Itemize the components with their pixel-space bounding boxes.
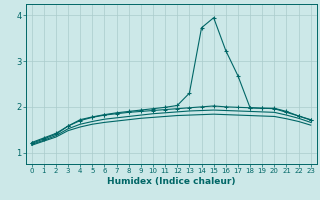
X-axis label: Humidex (Indice chaleur): Humidex (Indice chaleur) [107, 177, 236, 186]
